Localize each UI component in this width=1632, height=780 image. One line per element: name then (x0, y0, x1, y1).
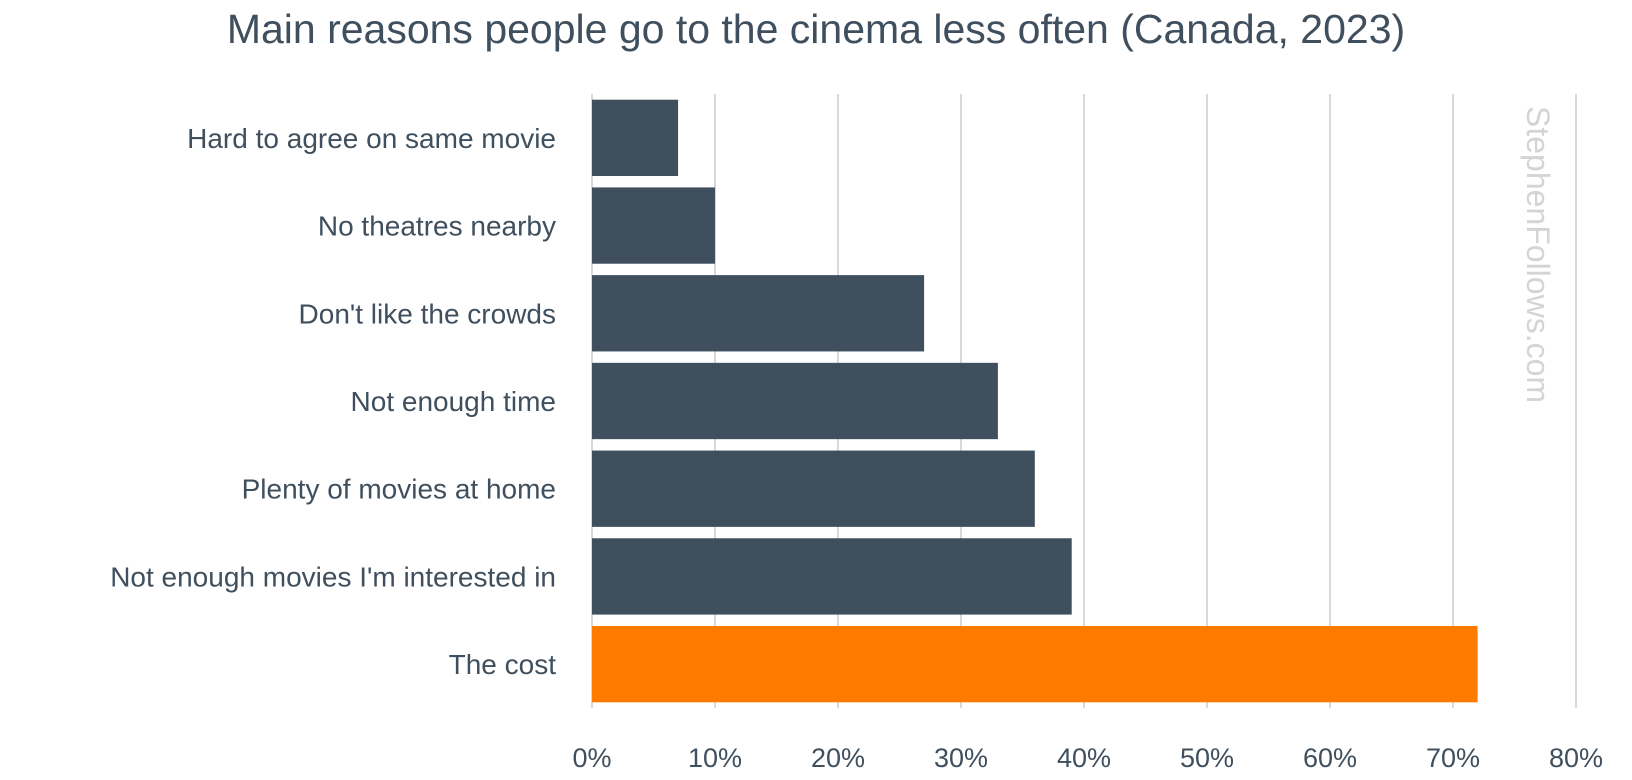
x-tick-label: 0% (572, 743, 611, 773)
x-tick-label: 50% (1180, 743, 1234, 773)
category-label: The cost (449, 649, 557, 680)
category-label: No theatres nearby (318, 211, 556, 242)
bar (592, 99, 679, 177)
watermark: StephenFollows.com (1520, 106, 1556, 403)
bar (592, 625, 1478, 703)
category-label: Plenty of movies at home (242, 474, 556, 505)
category-label: Not enough movies I'm interested in (110, 561, 556, 592)
chart-title: Main reasons people go to the cinema les… (227, 6, 1405, 52)
x-tick-label: 70% (1426, 743, 1480, 773)
bar (592, 450, 1035, 527)
bar (592, 538, 1072, 615)
bar (592, 187, 715, 264)
x-tick-label: 20% (811, 743, 865, 773)
bar (592, 275, 925, 352)
category-label: Don't like the crowds (299, 298, 556, 329)
bars (592, 99, 1478, 703)
x-tick-label: 80% (1549, 743, 1603, 773)
category-label: Not enough time (351, 386, 556, 417)
category-label: Hard to agree on same movie (187, 123, 556, 154)
x-tick-label: 10% (688, 743, 742, 773)
x-tick-label: 30% (934, 743, 988, 773)
category-labels: Hard to agree on same movie No theatres n… (110, 123, 556, 680)
bar (592, 362, 998, 440)
x-tick-label: 40% (1057, 743, 1111, 773)
x-tick-label: 60% (1303, 743, 1357, 773)
x-tick-labels: 0% 10% 20% 30% 40% 50% 60% 70% 80% (572, 743, 1603, 773)
